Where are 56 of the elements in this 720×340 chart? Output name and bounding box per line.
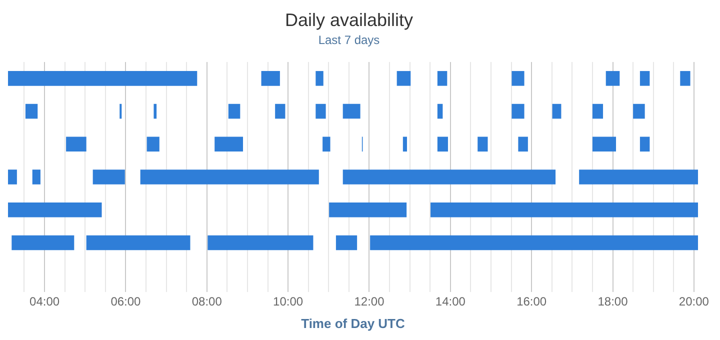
bar <box>329 202 407 218</box>
bar <box>512 104 524 119</box>
bar <box>478 136 488 152</box>
x-tick-label: 16:00 <box>516 294 547 309</box>
bar <box>8 202 102 218</box>
bar <box>396 71 411 86</box>
bar <box>66 136 86 152</box>
x-tick-label: 10:00 <box>273 294 304 309</box>
bar <box>640 136 650 152</box>
x-tick-label: 04:00 <box>30 294 60 309</box>
bar <box>154 104 157 119</box>
chart-title: Daily availability <box>284 10 414 30</box>
bar <box>437 71 448 86</box>
x-tick-label: 06:00 <box>110 294 142 309</box>
bar <box>592 136 616 152</box>
chart-subtitle: Last 7 days <box>318 33 380 48</box>
bar <box>640 71 650 86</box>
bar <box>430 202 698 218</box>
bar <box>592 104 604 119</box>
bar <box>579 170 698 184</box>
x-tick-label: 12:00 <box>354 294 385 309</box>
bar <box>32 170 40 184</box>
bar <box>275 104 286 119</box>
bar <box>633 104 645 119</box>
bar <box>208 235 314 250</box>
bar <box>25 104 38 119</box>
bar <box>512 71 524 86</box>
x-tick-label: 18:00 <box>598 294 628 309</box>
bar <box>342 170 556 184</box>
bar <box>146 136 160 152</box>
x-tick-label: 08:00 <box>192 294 222 309</box>
bar <box>437 104 443 119</box>
bar <box>342 104 360 119</box>
bar <box>322 136 330 152</box>
bar <box>12 235 74 250</box>
bar <box>437 136 448 152</box>
bar <box>140 170 319 184</box>
bar <box>606 71 620 86</box>
bar <box>518 136 528 152</box>
x-tick-label: 14:00 <box>435 294 466 309</box>
bar <box>370 235 698 250</box>
bar <box>552 104 562 119</box>
x-tick-label: 20:00 <box>678 294 710 309</box>
bar <box>402 136 407 152</box>
bar <box>316 104 326 119</box>
x-axis-title: Time of Day UTC <box>301 316 406 331</box>
bar <box>8 170 17 184</box>
bar <box>86 235 190 250</box>
bar <box>336 235 358 250</box>
bar <box>316 71 324 86</box>
bar <box>214 136 244 152</box>
bar <box>8 71 198 86</box>
bar <box>680 71 690 86</box>
bar <box>228 104 240 119</box>
bar <box>92 170 125 184</box>
bar <box>261 71 280 86</box>
